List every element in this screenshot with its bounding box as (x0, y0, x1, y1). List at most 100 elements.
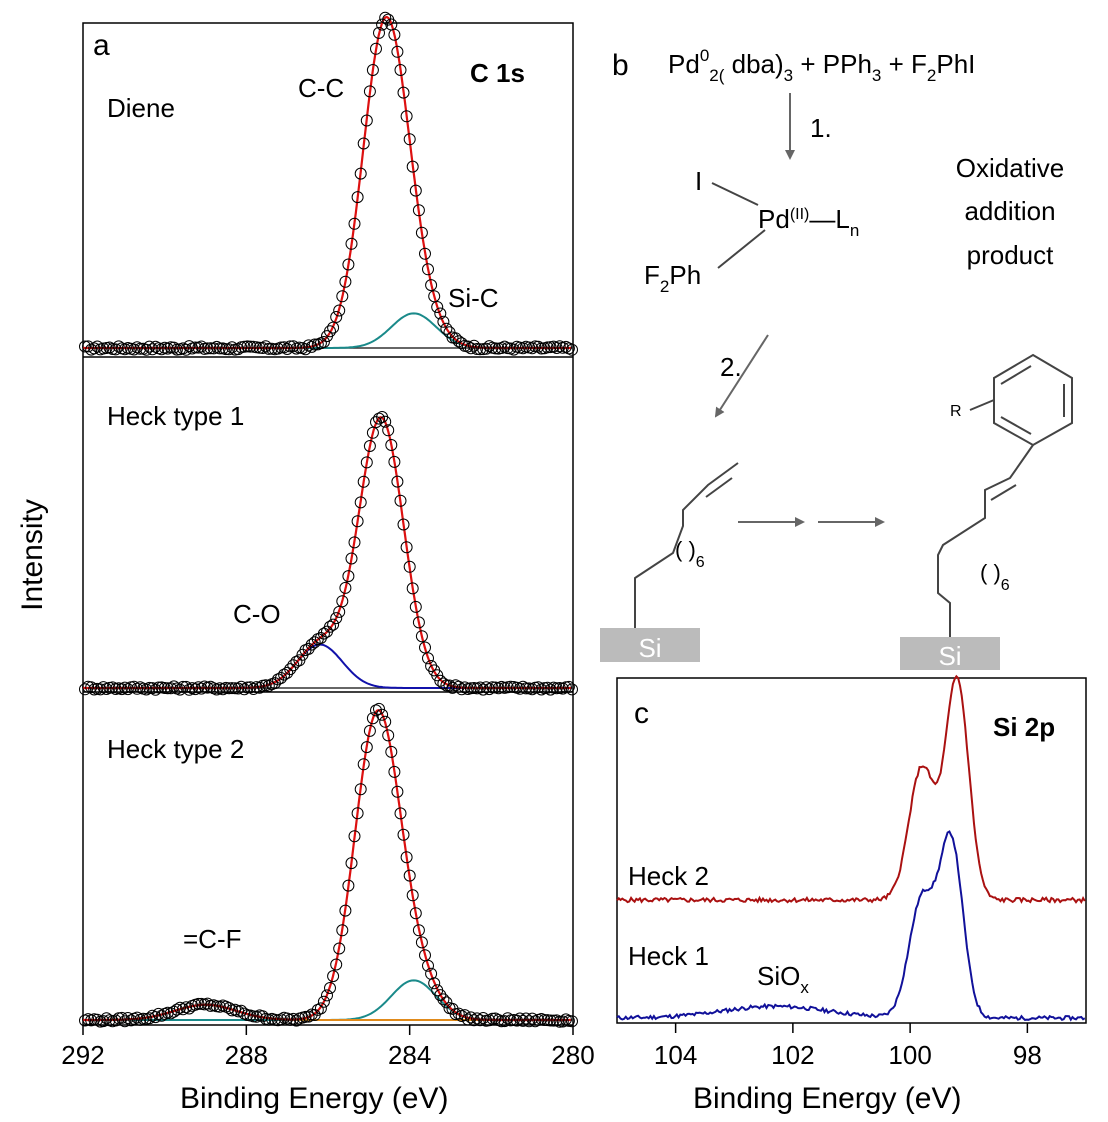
data-point (504, 680, 517, 693)
data-point (152, 1007, 165, 1020)
data-point (461, 340, 474, 353)
panel-c: c Si 2p Heck 2 Heck 1 SiOx 104 102 100 98 B… (616, 674, 1087, 1115)
data-point (517, 680, 529, 693)
data-point (363, 724, 376, 737)
data-point (143, 681, 156, 694)
data-point (483, 1014, 496, 1027)
data-point (155, 1009, 168, 1022)
data-point (474, 681, 487, 694)
data-point (324, 325, 336, 338)
data-point (167, 1005, 180, 1018)
complex-bond-iodine (711, 182, 759, 206)
data-point (262, 342, 275, 355)
data-point (287, 340, 300, 353)
data-point (419, 247, 431, 260)
diene-double-bond (705, 477, 733, 498)
product-benzene-ring (993, 353, 1073, 447)
data-point (345, 552, 358, 565)
si-block-right (900, 637, 1000, 670)
data-point (174, 1001, 186, 1014)
data-point (244, 681, 257, 694)
data-point (458, 1009, 471, 1022)
data-point (189, 341, 202, 354)
si-block-left (600, 628, 700, 662)
x-tick-label: 104 (654, 1040, 697, 1070)
heck2-cf-label: =C-F (183, 924, 242, 954)
data-point (357, 137, 370, 150)
panel-b-letter: b (612, 49, 629, 82)
data-point (403, 869, 416, 882)
data-point (376, 708, 389, 721)
data-point (513, 682, 526, 695)
data-point (125, 1014, 137, 1027)
data-point (339, 581, 352, 594)
data-point (538, 682, 551, 695)
data-point (366, 426, 379, 439)
x-tick-label: 288 (225, 1040, 268, 1070)
data-point (452, 680, 465, 693)
data-point (385, 439, 398, 451)
data-point (412, 204, 425, 217)
data-point (174, 683, 186, 696)
series-heck-2-line (616, 674, 1086, 905)
data-point (566, 1015, 578, 1028)
heck1-co-label: C-O (233, 599, 281, 629)
data-point (118, 1015, 131, 1028)
data-point (302, 642, 315, 655)
siox-label: SiOx (757, 961, 809, 997)
data-point (409, 184, 422, 197)
data-point (348, 830, 361, 843)
data-point (259, 340, 272, 353)
data-point (118, 681, 131, 694)
data-point (412, 616, 425, 629)
data-point (324, 982, 336, 994)
data-point (559, 340, 572, 353)
data-point (400, 541, 413, 554)
data-point (373, 412, 385, 425)
data-point (409, 907, 422, 920)
data-point (195, 682, 208, 695)
data-point (82, 340, 95, 353)
data-point (121, 1012, 134, 1024)
data-point (397, 518, 410, 531)
data-point (517, 342, 529, 355)
x-tick-label: 102 (771, 1040, 814, 1070)
data-point (143, 340, 156, 353)
data-point (419, 641, 431, 654)
complex-aryl: F2Ph (644, 260, 701, 296)
data-point (161, 682, 174, 695)
diene-cc-label: C-C (298, 73, 344, 103)
data-point (327, 970, 340, 983)
data-point (354, 783, 367, 796)
panel-a-core-level: C 1s (470, 58, 525, 88)
data-point (452, 335, 465, 348)
data-point (302, 1010, 315, 1023)
diene-label: Diene (107, 93, 175, 123)
heck2-label: Heck type 2 (107, 734, 244, 764)
data-point (177, 680, 189, 693)
data-point (394, 64, 407, 76)
data-point (290, 655, 303, 668)
data-point (526, 1012, 539, 1025)
data-point (342, 879, 355, 892)
data-point (339, 904, 352, 917)
data-point (431, 301, 444, 313)
data-point (379, 415, 392, 428)
data-point (400, 110, 413, 123)
data-point (351, 191, 364, 204)
data-point (79, 340, 91, 353)
product-molecule: R ( )6 Si (900, 353, 1073, 671)
data-point (474, 343, 487, 356)
data-point (189, 683, 202, 696)
data-point (109, 1014, 122, 1027)
data-point (278, 341, 291, 354)
data-point (544, 683, 557, 696)
data-point (458, 681, 471, 694)
data-point (379, 715, 392, 728)
data-point (541, 341, 554, 354)
x-tick-label: 98 (1013, 1040, 1042, 1070)
data-point (345, 237, 358, 250)
panel-a-frame (82, 22, 574, 1026)
data-point (223, 343, 235, 356)
